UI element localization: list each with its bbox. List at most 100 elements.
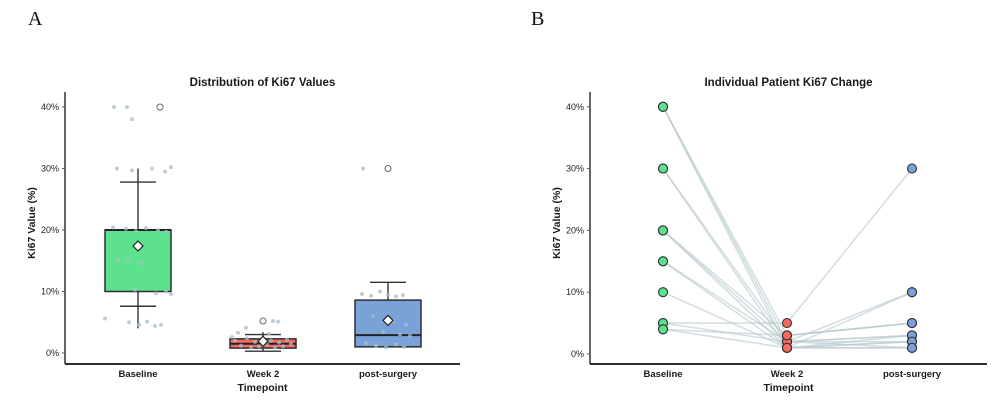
jitter-point [276,319,280,324]
patient-dot [657,225,669,236]
x-tick-label: Baseline [643,369,682,380]
jitter-point [159,322,163,327]
jitter-point [164,229,168,234]
outlier-circle [384,165,392,172]
y-tick-label: 20% [41,225,59,235]
patient-line [662,229,913,349]
jitter-point [267,331,271,336]
patient-dot [657,287,669,298]
jitter-point [139,261,143,266]
y-tick-label: 20% [566,225,584,235]
jitter-point [369,293,373,298]
jitter-point [153,323,157,328]
jitter-point [384,345,388,350]
x-axis-title: Timepoint [764,382,814,394]
patient-dot [781,318,793,329]
y-tick-label: 0% [46,348,59,358]
jitter-point [130,117,134,122]
patient-dot [657,163,669,174]
patient-dot [906,163,918,174]
jitter-point [133,287,137,292]
spaghetti-svg: 40% 30% 20% 10% 0% Baseline Week 2 post-surgery… [551,77,987,394]
x-axis-title: Timepoint [238,382,288,394]
patient-dot [657,101,669,112]
jitter-point [245,336,249,341]
y-tick-label: 40% [566,102,584,112]
mean-diamond [257,335,269,348]
jitter-point [124,226,128,231]
y-tick-label: 40% [41,102,59,112]
jitter-point [374,343,378,348]
panel-b: B 40% 30% 20% 10% 0% Baseline Week 2 post-surge… [503,0,1006,401]
x-tick-label: post-surgery [359,369,418,380]
y-tick-label: 30% [41,164,59,174]
jitter-point [144,226,148,231]
patient-line [662,260,913,343]
jitter-point [381,330,385,335]
jitter-point [164,289,168,294]
outlier-circle [259,317,267,325]
jitter-point [402,344,406,349]
jitter-point [230,335,234,340]
jitter-point [394,294,398,299]
patient-dot [781,342,793,353]
jitter-point [145,319,149,324]
jitter-point [130,168,134,173]
jitter-point [116,257,120,262]
x-tick-label: Week 2 [247,369,280,380]
jitter-point [271,319,275,324]
jitter-point [253,339,257,344]
patient-dot [906,318,918,329]
jitter-point [154,291,158,296]
jitter-point [126,258,130,263]
boxplot-svg: 40% 30% 20% 10% 0% Baseline Week 2 post-surgery… [26,77,460,394]
jitter-point [163,169,167,174]
mean-diamond [382,314,394,327]
jitter-point [285,337,289,342]
patient-dot [906,342,918,353]
jitter-point [112,105,116,109]
chart-title: Distribution of Ki67 Values [190,77,336,89]
panel-a-letter: A [28,8,43,30]
patient-dot [906,287,918,298]
y-tick-label: 10% [566,287,584,297]
jitter-point [273,345,277,350]
jitter-point [386,292,390,297]
jitter-point [404,322,408,327]
jitter-point [371,314,375,319]
patient-line [662,167,913,324]
x-tick-label: Baseline [118,369,157,380]
patient-dot [781,330,793,341]
patient-dot [657,324,669,335]
chart-title: Individual Patient Ki67 Change [704,77,872,89]
y-tick-label: 0% [571,349,584,359]
jitter-point [169,291,173,296]
panel-a: A 40% 30% 20% 10% 0% Baseline Week 2 post-surge… [26,8,460,394]
jitter-point [127,320,131,325]
jitter-point [398,332,402,337]
panel-b-letter: B [531,8,545,30]
y-tick-label: 30% [566,164,584,174]
jitter-point [156,228,160,232]
box-Baseline [104,229,172,293]
jitter-point [111,225,115,230]
jitter-point [269,338,273,343]
jitter-point [277,340,281,345]
jitter-point [394,342,398,347]
jitter-point [134,229,138,234]
x-tick-label: post-surgery [883,369,942,380]
y-tick-label: 10% [41,287,59,297]
y-axis-title: Ki67 Value (%) [551,187,563,259]
y-axis-title: Ki67 Value (%) [26,187,38,259]
jitter-point [115,166,119,171]
jitter-point [236,330,240,335]
mean-diamond [132,240,144,252]
jitter-point [401,293,405,298]
jitter-point [408,333,412,338]
jitter-point [150,166,154,171]
jitter-point [137,322,141,327]
jitter-point [239,343,243,348]
patient-dot [657,256,669,267]
jitter-point [378,289,382,294]
